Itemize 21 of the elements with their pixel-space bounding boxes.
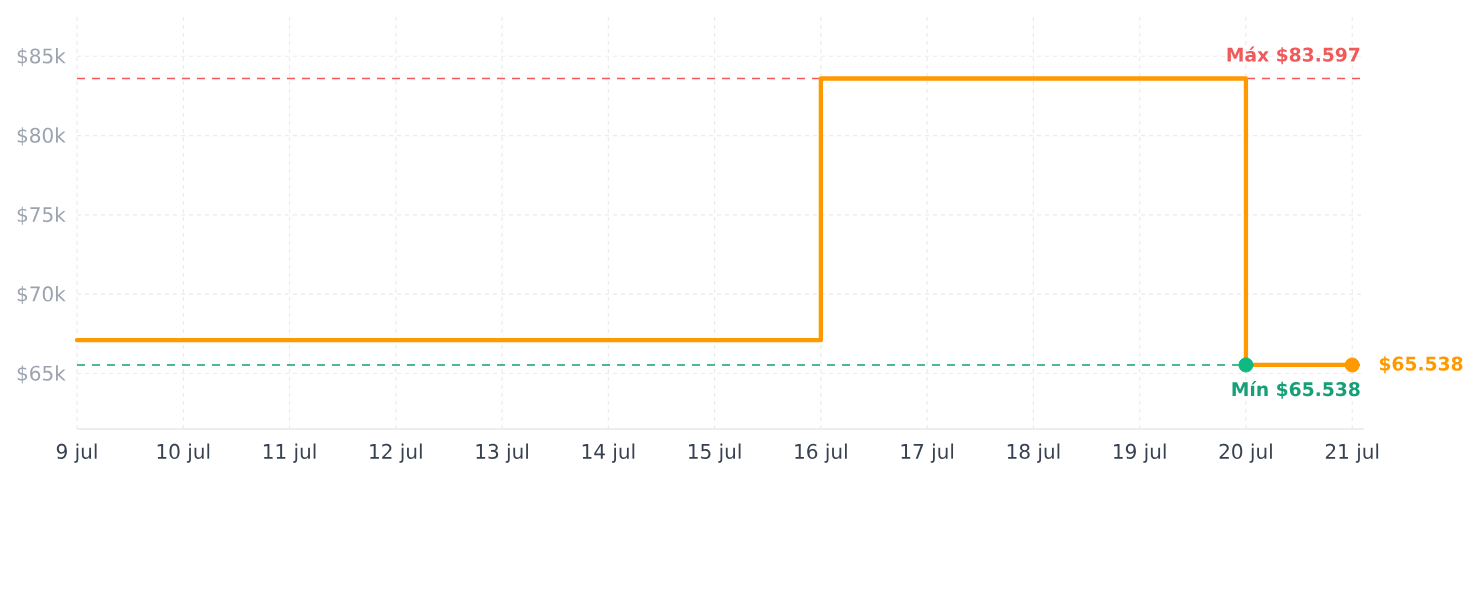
x-tick-label: 11 jul	[263, 443, 316, 463]
x-tick-label: 21 jul	[1325, 443, 1379, 463]
x-tick-label: 12 jul	[370, 443, 422, 463]
x-tick-label: 10 jul	[157, 443, 210, 463]
y-tick-label: $65k	[17, 365, 66, 384]
x-tick-label: 20 jul	[1219, 443, 1272, 463]
x-tick-label: 16 jul	[795, 443, 847, 463]
data-label: $65.538	[1379, 356, 1463, 374]
x-tick-label: 15 jul	[689, 443, 741, 463]
x-tick-label: 13 jul	[476, 443, 528, 463]
x-tick-label: 19 jul	[1114, 443, 1166, 463]
y-tick-label: $85k	[17, 48, 66, 67]
ref-line-label: Máx $83.597	[1227, 46, 1360, 65]
y-tick-label: $70k	[17, 285, 66, 305]
x-tick-label: 14 jul	[582, 443, 635, 463]
x-tick-label: 18 jul	[1007, 443, 1060, 463]
x-tick-label: 9 jul	[56, 443, 97, 463]
y-tick-label: $75k	[17, 206, 66, 225]
y-tick-label: $80k	[17, 127, 66, 146]
ref-line-label: Mín $65.538	[1232, 380, 1360, 399]
x-tick-label: 17 jul	[901, 443, 954, 463]
